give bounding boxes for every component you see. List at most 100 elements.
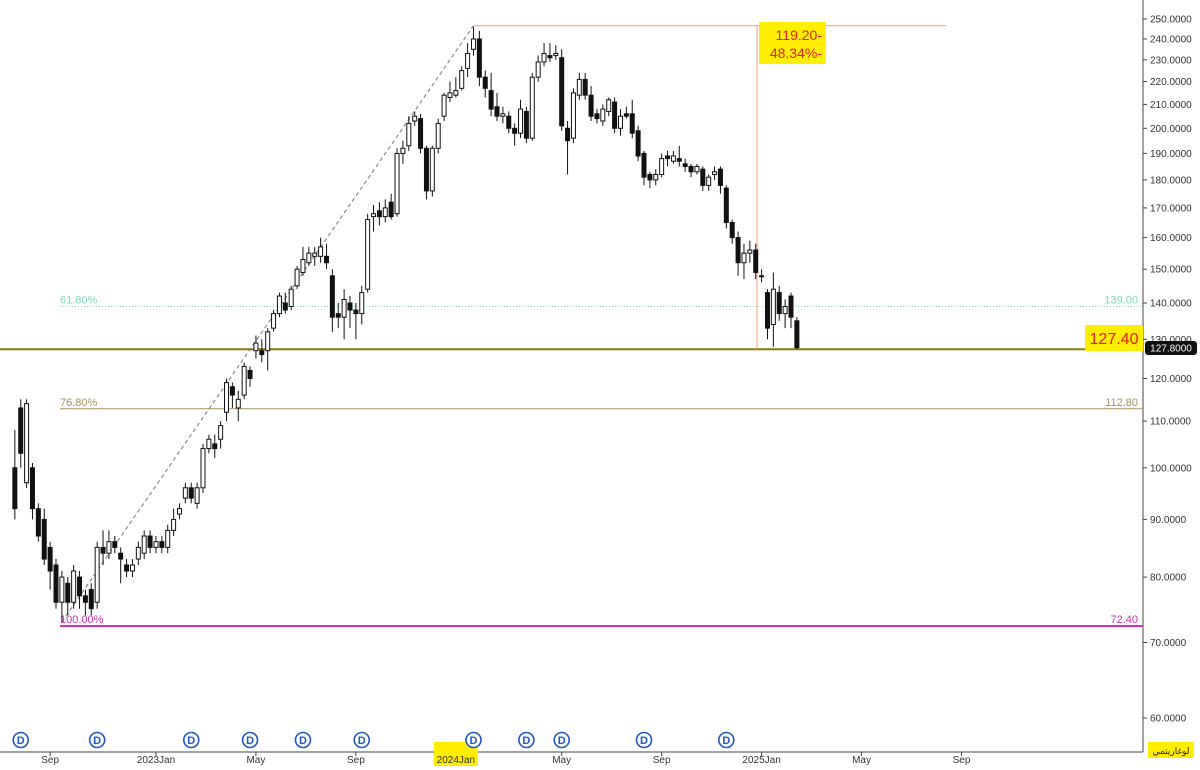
y-tick-label: 220.0000: [1150, 77, 1192, 88]
fib-value-label: 72.40: [1110, 614, 1138, 626]
current-price-tag: 127.8000: [1145, 341, 1197, 355]
y-tick-label: 130.0000: [1150, 335, 1192, 346]
candle-body: [794, 320, 800, 349]
candle-body: [441, 94, 447, 117]
y-tick-label: 70.0000: [1150, 638, 1187, 649]
candle-body: [676, 158, 682, 162]
log-scale-toggle[interactable]: لوغاريتمي: [1148, 742, 1194, 758]
trend-line: [61, 25, 474, 623]
x-tick-label: Sep: [41, 755, 59, 766]
candle-body: [71, 570, 77, 603]
candle-body: [512, 127, 518, 134]
candle-body: [482, 76, 488, 89]
candle-body: [570, 92, 576, 139]
candle-body: [241, 365, 247, 396]
candle-body: [706, 176, 712, 186]
candle-body: [347, 302, 353, 311]
candle-body: [764, 292, 770, 329]
y-tick-label: 90.0000: [1150, 515, 1187, 526]
fib-value-label: 112.80: [1105, 397, 1138, 409]
y-tick-label: 210.0000: [1150, 100, 1192, 111]
dividend-marker-icon: [465, 731, 482, 749]
candle-body: [547, 55, 553, 59]
candle-body: [147, 535, 153, 548]
candle-body: [388, 201, 394, 218]
candle-body: [406, 122, 412, 147]
dividend-marker-label: D: [558, 735, 566, 747]
candle-body: [53, 564, 59, 603]
candle-body: [694, 165, 700, 173]
log-scale-toggle-background[interactable]: [1148, 742, 1194, 758]
dividend-marker-icon: [518, 731, 535, 749]
candle-body: [735, 237, 741, 264]
candle-body: [29, 467, 35, 510]
x-tick-label: 2024Jan: [437, 755, 475, 766]
candle-body: [429, 147, 435, 192]
candle-body: [47, 546, 53, 572]
candle-body: [418, 118, 424, 149]
candle-body: [582, 78, 588, 96]
candle-body: [500, 113, 506, 117]
log-scale-label[interactable]: لوغاريتمي: [1152, 747, 1189, 757]
current-price-tag-background: [1145, 341, 1197, 355]
candle-body: [641, 152, 647, 178]
dividend-marker-icon: [553, 731, 570, 749]
dividend-marker-label: D: [640, 735, 648, 747]
candle-body: [59, 576, 65, 603]
candle-body: [494, 106, 500, 117]
candle-body: [194, 487, 200, 504]
y-tick-label: 200.0000: [1150, 124, 1192, 135]
candle-body: [465, 52, 471, 69]
dividend-marker-icon: [241, 731, 259, 749]
x-tick-label: Sep: [653, 755, 671, 766]
candle-body: [617, 115, 623, 129]
candle-body: [447, 92, 453, 98]
candle-body: [12, 467, 18, 510]
candle-body: [635, 130, 641, 157]
candle-body: [100, 546, 106, 554]
y-tick-label: 120.0000: [1150, 374, 1192, 385]
candle-body: [606, 99, 612, 112]
dividend-marker-icon: [12, 731, 30, 749]
candle-body: [288, 288, 294, 308]
candle-body: [776, 292, 782, 315]
dividend-marker-icon: [635, 731, 653, 749]
candle-body: [253, 342, 259, 352]
fib-percent-label: 100.00%: [60, 614, 104, 626]
candle-body: [712, 171, 718, 175]
candle-body: [65, 582, 71, 603]
dividend-marker-icon: [353, 731, 371, 749]
candle-body: [376, 210, 382, 218]
candle-body: [306, 252, 312, 264]
candle-body: [41, 518, 47, 560]
y-tick-label: 230.0000: [1150, 55, 1192, 66]
candle-body: [723, 187, 729, 224]
candle-body: [112, 541, 118, 548]
y-tick-label: 190.0000: [1150, 149, 1192, 160]
dividend-marker-label: D: [246, 735, 254, 747]
current-price-value: 127.8000: [1150, 344, 1192, 355]
candle-body: [647, 173, 653, 181]
candle-body: [470, 38, 476, 50]
candle-body: [218, 425, 224, 440]
candle-body: [659, 158, 665, 175]
x-tick-label: Sep: [953, 755, 971, 766]
candle-body: [124, 564, 130, 572]
y-tick-label: 240.0000: [1150, 34, 1192, 45]
candle-body: [747, 249, 753, 254]
candle-body: [182, 487, 188, 499]
candle-body: [565, 127, 571, 142]
dividend-marker-icon: [182, 731, 200, 749]
x-tick-label: 2023Jan: [137, 755, 175, 766]
candle-body: [282, 302, 288, 311]
candle-body: [541, 52, 547, 63]
candle-body: [77, 576, 83, 597]
candle-body: [212, 443, 218, 450]
candle-body: [35, 508, 41, 537]
dividend-marker-label: D: [722, 735, 730, 747]
dividend-marker-label: D: [522, 735, 530, 747]
candle-body: [382, 207, 388, 218]
candle-body: [259, 350, 265, 356]
support-price-box: 127.40: [1085, 325, 1143, 351]
dividend-marker-label: D: [17, 735, 25, 747]
